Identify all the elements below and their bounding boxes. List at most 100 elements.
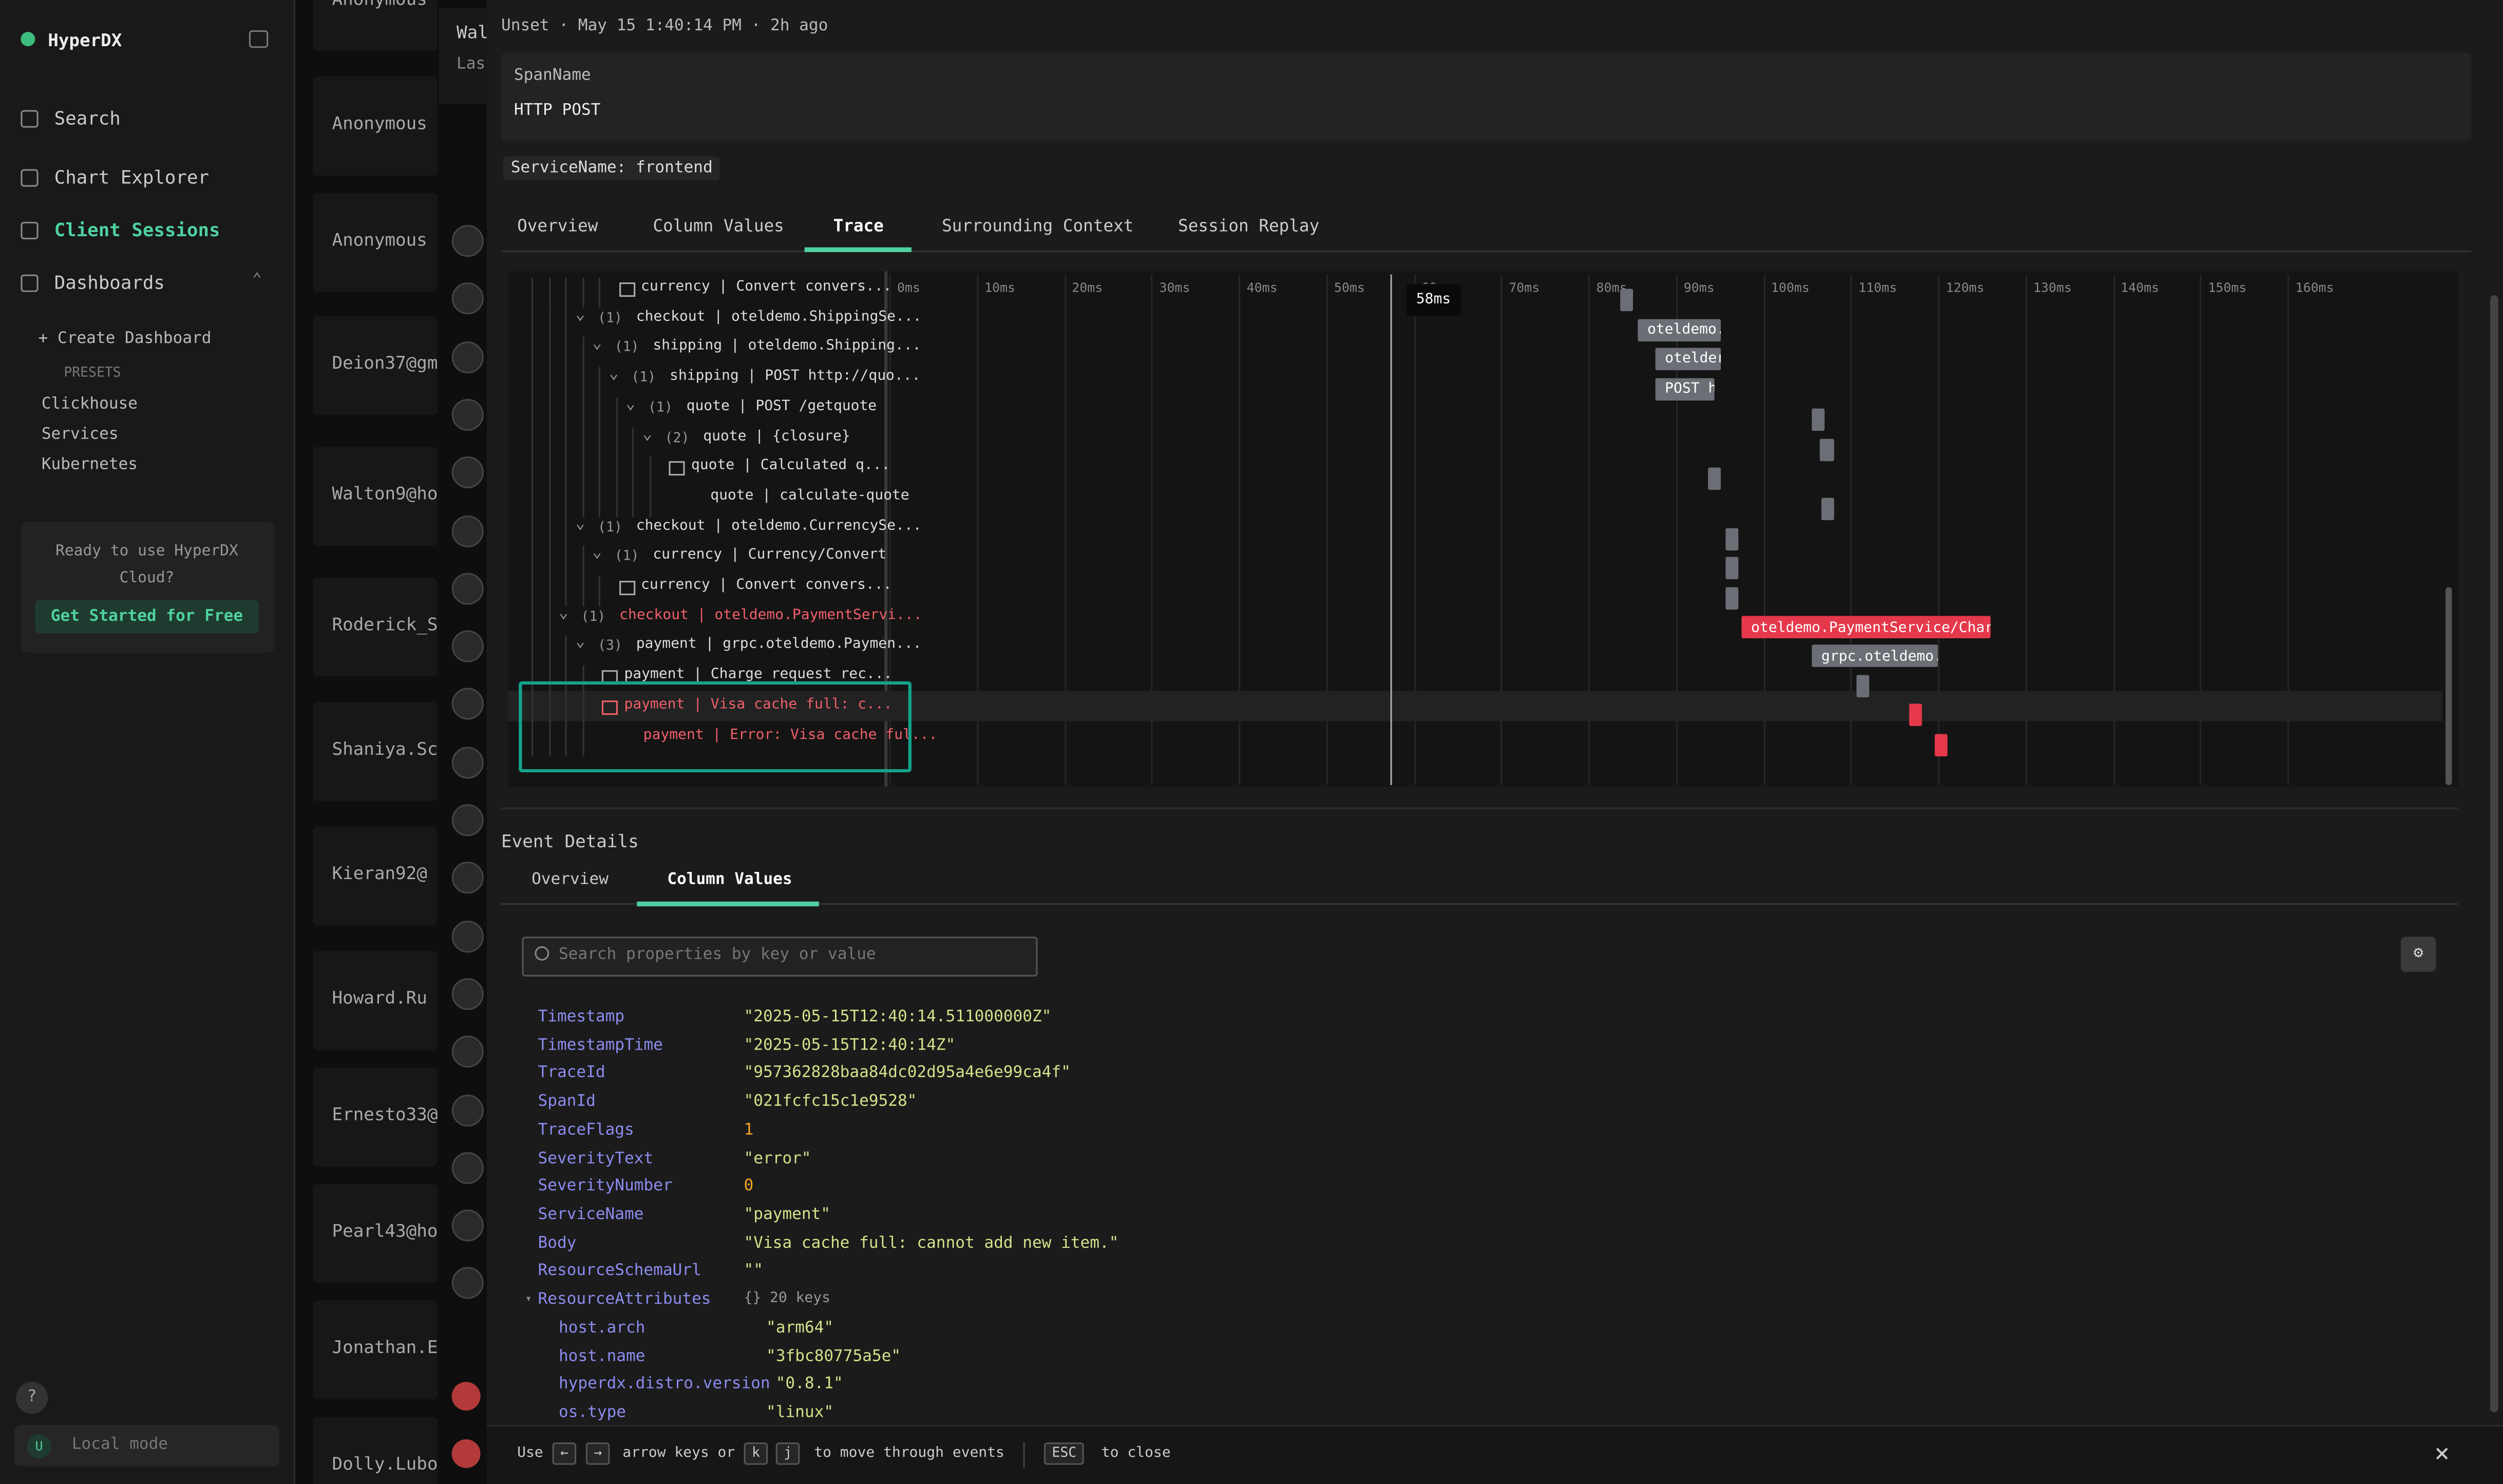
span-label[interactable]: payment | Visa cache full: c... — [624, 697, 893, 713]
pin-icon[interactable] — [451, 340, 484, 373]
caret[interactable]: ⌄ — [575, 634, 585, 652]
pin-icon[interactable] — [451, 1209, 484, 1242]
pin-icon[interactable] — [451, 515, 484, 547]
pin-icon[interactable] — [451, 804, 484, 836]
session-card[interactable] — [313, 577, 438, 677]
nav-item[interactable]: Chart Explorer — [54, 166, 210, 188]
pin-icon[interactable] — [451, 572, 484, 605]
span-bar[interactable] — [1620, 289, 1633, 311]
tab[interactable]: Overview — [517, 217, 598, 236]
span-bar[interactable] — [1856, 675, 1869, 698]
span-bar[interactable] — [1708, 468, 1721, 490]
nav-item[interactable]: Dashboards — [54, 271, 165, 294]
span-label[interactable]: checkout | oteldemo.ShippingSe... — [636, 309, 922, 325]
session-card[interactable] — [313, 316, 438, 415]
pin-icon[interactable] — [451, 746, 484, 778]
span-bar[interactable] — [1741, 615, 1991, 638]
tab[interactable]: Column Values — [667, 871, 792, 889]
span-label[interactable]: payment | grpc.oteldemo.Paymen... — [636, 637, 922, 654]
span-bar[interactable] — [1725, 557, 1739, 580]
pin-icon[interactable] — [451, 1267, 484, 1300]
pin-icon[interactable] — [451, 1094, 484, 1126]
session-card[interactable] — [313, 77, 438, 176]
nav-item[interactable]: Search — [54, 107, 121, 129]
pin-icon[interactable] — [451, 398, 484, 431]
expand-caret[interactable]: ▾ — [525, 1292, 532, 1305]
settings-button[interactable]: ⚙ — [2401, 937, 2436, 972]
span-label[interactable]: shipping | POST http://quo... — [669, 369, 921, 385]
tab[interactable]: Column Values — [653, 217, 784, 236]
span-bar[interactable] — [1725, 527, 1739, 550]
tab[interactable]: Session Replay — [1178, 217, 1320, 236]
tab[interactable]: Overview — [532, 871, 609, 889]
pin-icon[interactable] — [451, 1151, 484, 1184]
span-bar[interactable] — [1812, 408, 1825, 431]
session-card[interactable] — [313, 1184, 438, 1283]
pin-icon[interactable] — [451, 456, 484, 489]
span-bar[interactable] — [1819, 438, 1834, 461]
session-card[interactable] — [313, 826, 438, 926]
tab[interactable]: Trace — [833, 217, 884, 236]
collapse-icon[interactable] — [249, 30, 269, 48]
caret[interactable]: ⌄ — [592, 544, 602, 562]
span-label[interactable]: checkout | oteldemo.PaymentServi... — [619, 607, 922, 624]
session-card[interactable] — [313, 447, 438, 546]
span-bar[interactable] — [1821, 498, 1834, 520]
session-card[interactable] — [313, 1300, 438, 1400]
preset-link[interactable]: Clickhouse — [41, 395, 138, 413]
tab[interactable]: Surrounding Context — [941, 217, 1134, 236]
caret[interactable]: ⌄ — [625, 395, 636, 413]
span-label[interactable]: payment | Error: Visa cache ful... — [643, 727, 938, 743]
create-dashboard[interactable]: + Create Dashboard — [38, 330, 212, 348]
nav-item[interactable]: Client Sessions — [54, 218, 220, 241]
caret[interactable]: ⌄ — [558, 604, 568, 622]
close-button[interactable]: × — [2434, 1437, 2450, 1468]
help-button[interactable]: ? — [16, 1382, 48, 1414]
span-label[interactable]: currency | Convert convers... — [641, 279, 892, 295]
span-label[interactable]: payment | Charge request rec... — [624, 667, 893, 683]
span-bar[interactable] — [1935, 733, 1948, 756]
event-icon[interactable] — [451, 1439, 481, 1468]
pin-icon[interactable] — [451, 282, 484, 315]
caret[interactable]: ⌄ — [575, 515, 585, 532]
session-card[interactable] — [313, 951, 438, 1050]
promo-button[interactable]: Get Started for Free — [35, 600, 259, 634]
pin-icon[interactable] — [451, 920, 484, 952]
span-label[interactable]: quote | calculate-quote — [710, 488, 909, 504]
span-label[interactable]: currency | Currency/Convert — [653, 547, 887, 564]
span-bar[interactable] — [1655, 348, 1721, 371]
span-bar[interactable] — [1638, 318, 1721, 341]
caret[interactable]: ⌄ — [592, 335, 602, 353]
span-label[interactable]: quote | Calculated q... — [691, 458, 890, 474]
event-icon[interactable] — [451, 1382, 481, 1411]
user-box[interactable] — [14, 1424, 279, 1467]
session-card[interactable] — [313, 0, 438, 51]
span-label[interactable]: shipping | oteldemo.Shipping... — [653, 339, 921, 355]
span-bar[interactable] — [1655, 378, 1715, 401]
pin-icon[interactable] — [451, 630, 484, 662]
span-bar[interactable] — [1812, 645, 1938, 668]
session-card[interactable] — [313, 193, 438, 292]
caret[interactable]: ⌄ — [609, 365, 619, 384]
search-input[interactable] — [522, 937, 1038, 977]
span-label[interactable]: quote | {closure} — [703, 428, 850, 445]
property-key: hyperdx.distro.version — [558, 1376, 770, 1394]
session-card[interactable] — [313, 1417, 438, 1484]
pin-icon[interactable] — [451, 978, 484, 1010]
session-card[interactable] — [313, 1067, 438, 1167]
pin-icon[interactable] — [451, 225, 484, 257]
preset-link[interactable]: Kubernetes — [41, 456, 138, 474]
pin-icon[interactable] — [451, 1036, 484, 1068]
pin-icon[interactable] — [451, 688, 484, 720]
span-bar[interactable] — [1725, 587, 1739, 610]
caret[interactable]: ⌄ — [642, 425, 652, 443]
span-bar[interactable] — [1909, 703, 1922, 726]
session-card[interactable] — [313, 702, 438, 801]
caret[interactable]: ⌄ — [575, 306, 585, 324]
property-key[interactable]: ResourceAttributes — [538, 1290, 711, 1309]
preset-link[interactable]: Services — [41, 426, 119, 444]
pin-icon[interactable] — [451, 862, 484, 895]
span-label[interactable]: quote | POST /getquote — [686, 398, 877, 415]
span-label[interactable]: currency | Convert convers... — [641, 577, 892, 594]
span-label[interactable]: checkout | oteldemo.CurrencySe... — [636, 518, 922, 534]
